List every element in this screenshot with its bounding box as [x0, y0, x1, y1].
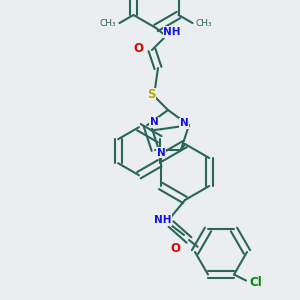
- Text: O: O: [170, 242, 180, 254]
- Text: CH₃: CH₃: [196, 19, 212, 28]
- Text: Cl: Cl: [250, 276, 262, 289]
- Text: NH: NH: [163, 27, 181, 37]
- Text: N: N: [150, 117, 158, 127]
- Text: S: S: [147, 88, 155, 101]
- Text: O: O: [133, 41, 143, 55]
- Text: N: N: [157, 148, 165, 158]
- Text: NH: NH: [154, 215, 172, 225]
- Text: CH₃: CH₃: [100, 19, 116, 28]
- Text: N: N: [179, 118, 188, 128]
